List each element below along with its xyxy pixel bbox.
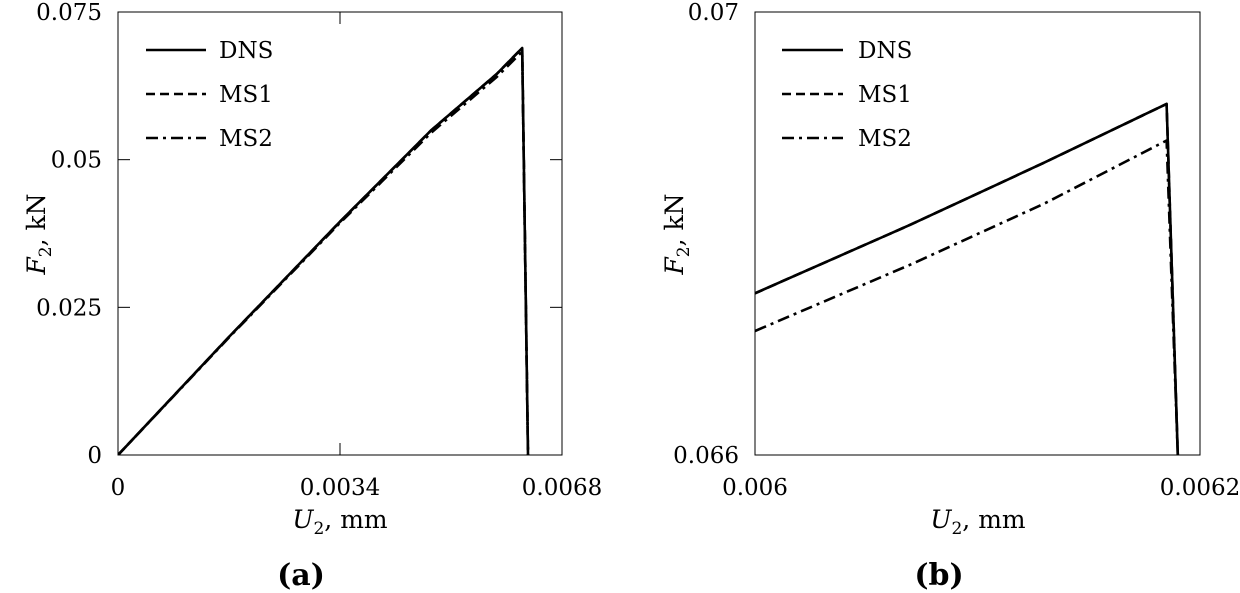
legend-label-ms1: MS1	[858, 82, 912, 108]
series-group	[118, 46, 530, 455]
legend-label-ms1: MS1	[219, 82, 273, 108]
x-tick-label: 0.0068	[522, 475, 602, 501]
series-line-dns	[118, 46, 530, 455]
y-tick-label: 0.075	[36, 0, 102, 26]
chart-panel-b: 0.006 0.0062 0.066 0.07 DNS MS1 MS2 U2, mm F2, k…	[660, 0, 1240, 593]
panel-label: (b)	[914, 558, 963, 593]
x-tick-label: 0.0062	[1160, 475, 1240, 501]
legend: DNS MS1 MS2	[782, 38, 912, 152]
y-tick-label: 0.025	[36, 295, 102, 321]
y-tick-label: 0.07	[688, 0, 739, 26]
series-line-ms1	[118, 46, 530, 455]
y-axis-label: F2, kN	[660, 193, 694, 275]
series-group	[755, 102, 1180, 455]
series-line-ms2	[118, 50, 530, 455]
x-tick-label: 0.006	[722, 475, 788, 501]
panel-label: (a)	[277, 558, 325, 593]
series-line-ms1	[755, 102, 1180, 455]
x-tick-label: 0	[111, 475, 126, 501]
chart-panel-a: 0 0.0034 0.0068 0 0.025 0.05 0.075 DNS MS1 MS2 U2,…	[22, 0, 602, 593]
plot-frame	[754, 11, 1201, 456]
y-tick-label: 0.05	[51, 148, 102, 174]
x-axis-label: U2, mm	[292, 505, 388, 539]
y-tick-label: 0	[87, 443, 102, 469]
legend-label-ms2: MS2	[858, 126, 912, 152]
series-line-dns	[755, 102, 1180, 455]
series-line-ms2	[755, 139, 1180, 455]
legend-label-dns: DNS	[858, 38, 912, 64]
x-axis-label: U2, mm	[930, 505, 1026, 539]
legend-label-ms2: MS2	[219, 126, 273, 152]
y-axis-label: F2, kN	[22, 193, 56, 275]
x-tick-label: 0.0034	[300, 475, 380, 501]
y-tick-label: 0.066	[673, 443, 739, 469]
legend: DNS MS1 MS2	[146, 38, 273, 152]
legend-label-dns: DNS	[219, 38, 273, 64]
